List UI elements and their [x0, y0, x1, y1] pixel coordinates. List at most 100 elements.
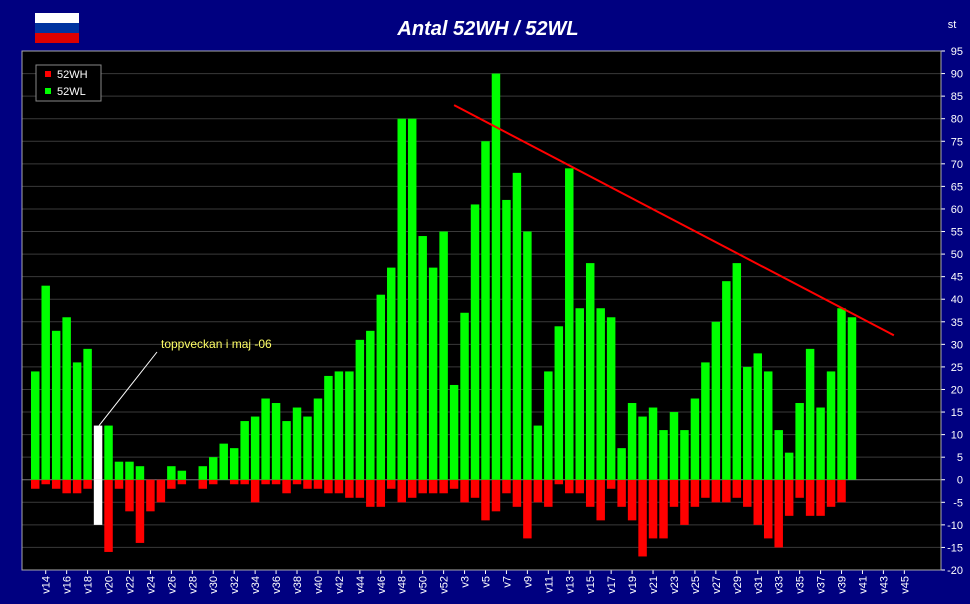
- bar-52wl: [481, 141, 490, 480]
- bar-52wl: [83, 348, 92, 480]
- flag-stripe-blue: [35, 23, 79, 33]
- bar-52wh: [104, 479, 113, 552]
- legend-swatch-52wl: [45, 88, 51, 94]
- bar-52wl: [805, 348, 815, 480]
- bar-52wl: [533, 425, 543, 480]
- annotation: toppveckan i maj -06: [98, 337, 272, 426]
- x-tick-label: v50: [418, 576, 430, 594]
- bar-52wh: [648, 479, 658, 539]
- bars: [31, 73, 857, 557]
- y-axis-ticks: -20 -15 -10 -5 0 5 10 15 20 25 30 35 40 45 50 55 60 65 70 7…: [941, 46, 963, 577]
- x-tick-label: v32: [229, 576, 241, 594]
- x-tick-label: v29: [732, 576, 744, 594]
- bar-52wh: [481, 479, 490, 521]
- bar-52wh: [83, 479, 92, 489]
- bar-52wh: [732, 479, 742, 498]
- bar-52wh: [198, 479, 208, 489]
- bar-52wl: [502, 199, 511, 480]
- x-tick-label: v38: [292, 576, 304, 594]
- bar-52wh: [690, 479, 700, 507]
- bar-52wh: [575, 479, 584, 494]
- bar-52wh: [743, 479, 752, 507]
- flag-stripe-white: [35, 13, 79, 23]
- y-tick-label: 60: [951, 204, 963, 216]
- bar-52wl: [387, 267, 396, 480]
- x-tick-label: v46: [376, 576, 388, 594]
- bar-52wl: [418, 236, 427, 480]
- bar-52wh: [271, 479, 281, 485]
- bar-52wh: [114, 479, 124, 489]
- bar-52wh: [585, 479, 595, 507]
- bar-52wh: [627, 479, 637, 521]
- bar-52wh: [62, 479, 71, 494]
- bar-52wh: [460, 479, 469, 503]
- x-tick-label: v5: [481, 576, 493, 588]
- bar-52wh: [722, 479, 731, 503]
- x-tick-label: v31: [753, 576, 765, 594]
- y-tick-label: 95: [951, 46, 963, 58]
- bar-52wl: [763, 371, 773, 480]
- legend-swatch-52wh: [45, 71, 51, 77]
- bar-52wl: [125, 461, 134, 480]
- bar-52wh: [523, 479, 532, 539]
- y-tick-label: 10: [951, 430, 963, 442]
- x-tick-label: v11: [543, 576, 555, 593]
- x-tick-label: v48: [397, 576, 409, 594]
- bar-52wh: [659, 479, 668, 539]
- bar-52wl: [104, 425, 113, 480]
- bar-52wh: [606, 479, 616, 489]
- bar-52wh: [240, 479, 249, 485]
- legend: 52WH 52WL: [35, 64, 102, 102]
- bar-52wh: [303, 479, 312, 489]
- bar-52wl: [460, 312, 469, 480]
- bar-52wl: [627, 403, 637, 480]
- bar-52wh: [554, 479, 564, 485]
- y-tick-label: 35: [951, 317, 963, 329]
- bar-52wh: [837, 479, 846, 503]
- bar-52wh: [826, 479, 836, 507]
- x-tick-label: v24: [145, 576, 157, 594]
- bar-52wl: [177, 470, 187, 480]
- x-tick-label: v26: [166, 576, 178, 594]
- bar-52wl: [41, 285, 50, 480]
- bar-52wl: [826, 371, 836, 480]
- y-tick-label: 15: [951, 407, 963, 419]
- x-tick-label: v28: [187, 576, 199, 594]
- bar-52wl: [470, 204, 480, 480]
- annotation-leader-line: [98, 351, 158, 426]
- x-tick-label: v44: [355, 576, 367, 594]
- y-tick-label: 0: [957, 475, 963, 487]
- bar-52wl: [554, 326, 564, 480]
- y-tick-label: 65: [951, 181, 963, 193]
- bar-52wl: [606, 317, 616, 480]
- bar-52wl: [93, 425, 103, 480]
- x-tick-label: v16: [62, 576, 74, 594]
- bar-52wl: [795, 403, 804, 480]
- bar-52wh: [617, 479, 626, 507]
- x-tick-label: v14: [41, 576, 53, 594]
- bar-52wh: [763, 479, 773, 539]
- bar-52wl: [512, 172, 522, 480]
- bar-52wh: [135, 479, 145, 543]
- y-tick-label: 20: [951, 384, 963, 396]
- bar-52wl: [837, 308, 846, 480]
- bar-52wl: [209, 457, 218, 480]
- bar-52wl: [366, 330, 375, 480]
- bar-52wl: [313, 398, 323, 480]
- bar-52wl: [575, 308, 584, 480]
- bar-52wl: [62, 317, 71, 480]
- x-tick-label: v45: [899, 576, 911, 594]
- bar-52wh: [177, 479, 187, 485]
- bar-52wl: [240, 421, 249, 480]
- bar-52wh: [774, 479, 783, 548]
- bar-52wh: [345, 479, 354, 498]
- bar-52wl: [376, 294, 386, 480]
- bar-52wl: [659, 430, 668, 480]
- bar-52wh: [387, 479, 396, 489]
- x-tick-label: v25: [690, 576, 702, 594]
- bar-52wl: [722, 281, 731, 480]
- bar-52wh: [711, 479, 721, 503]
- bar-52wl: [114, 461, 124, 480]
- y-tick-label: 30: [951, 339, 963, 351]
